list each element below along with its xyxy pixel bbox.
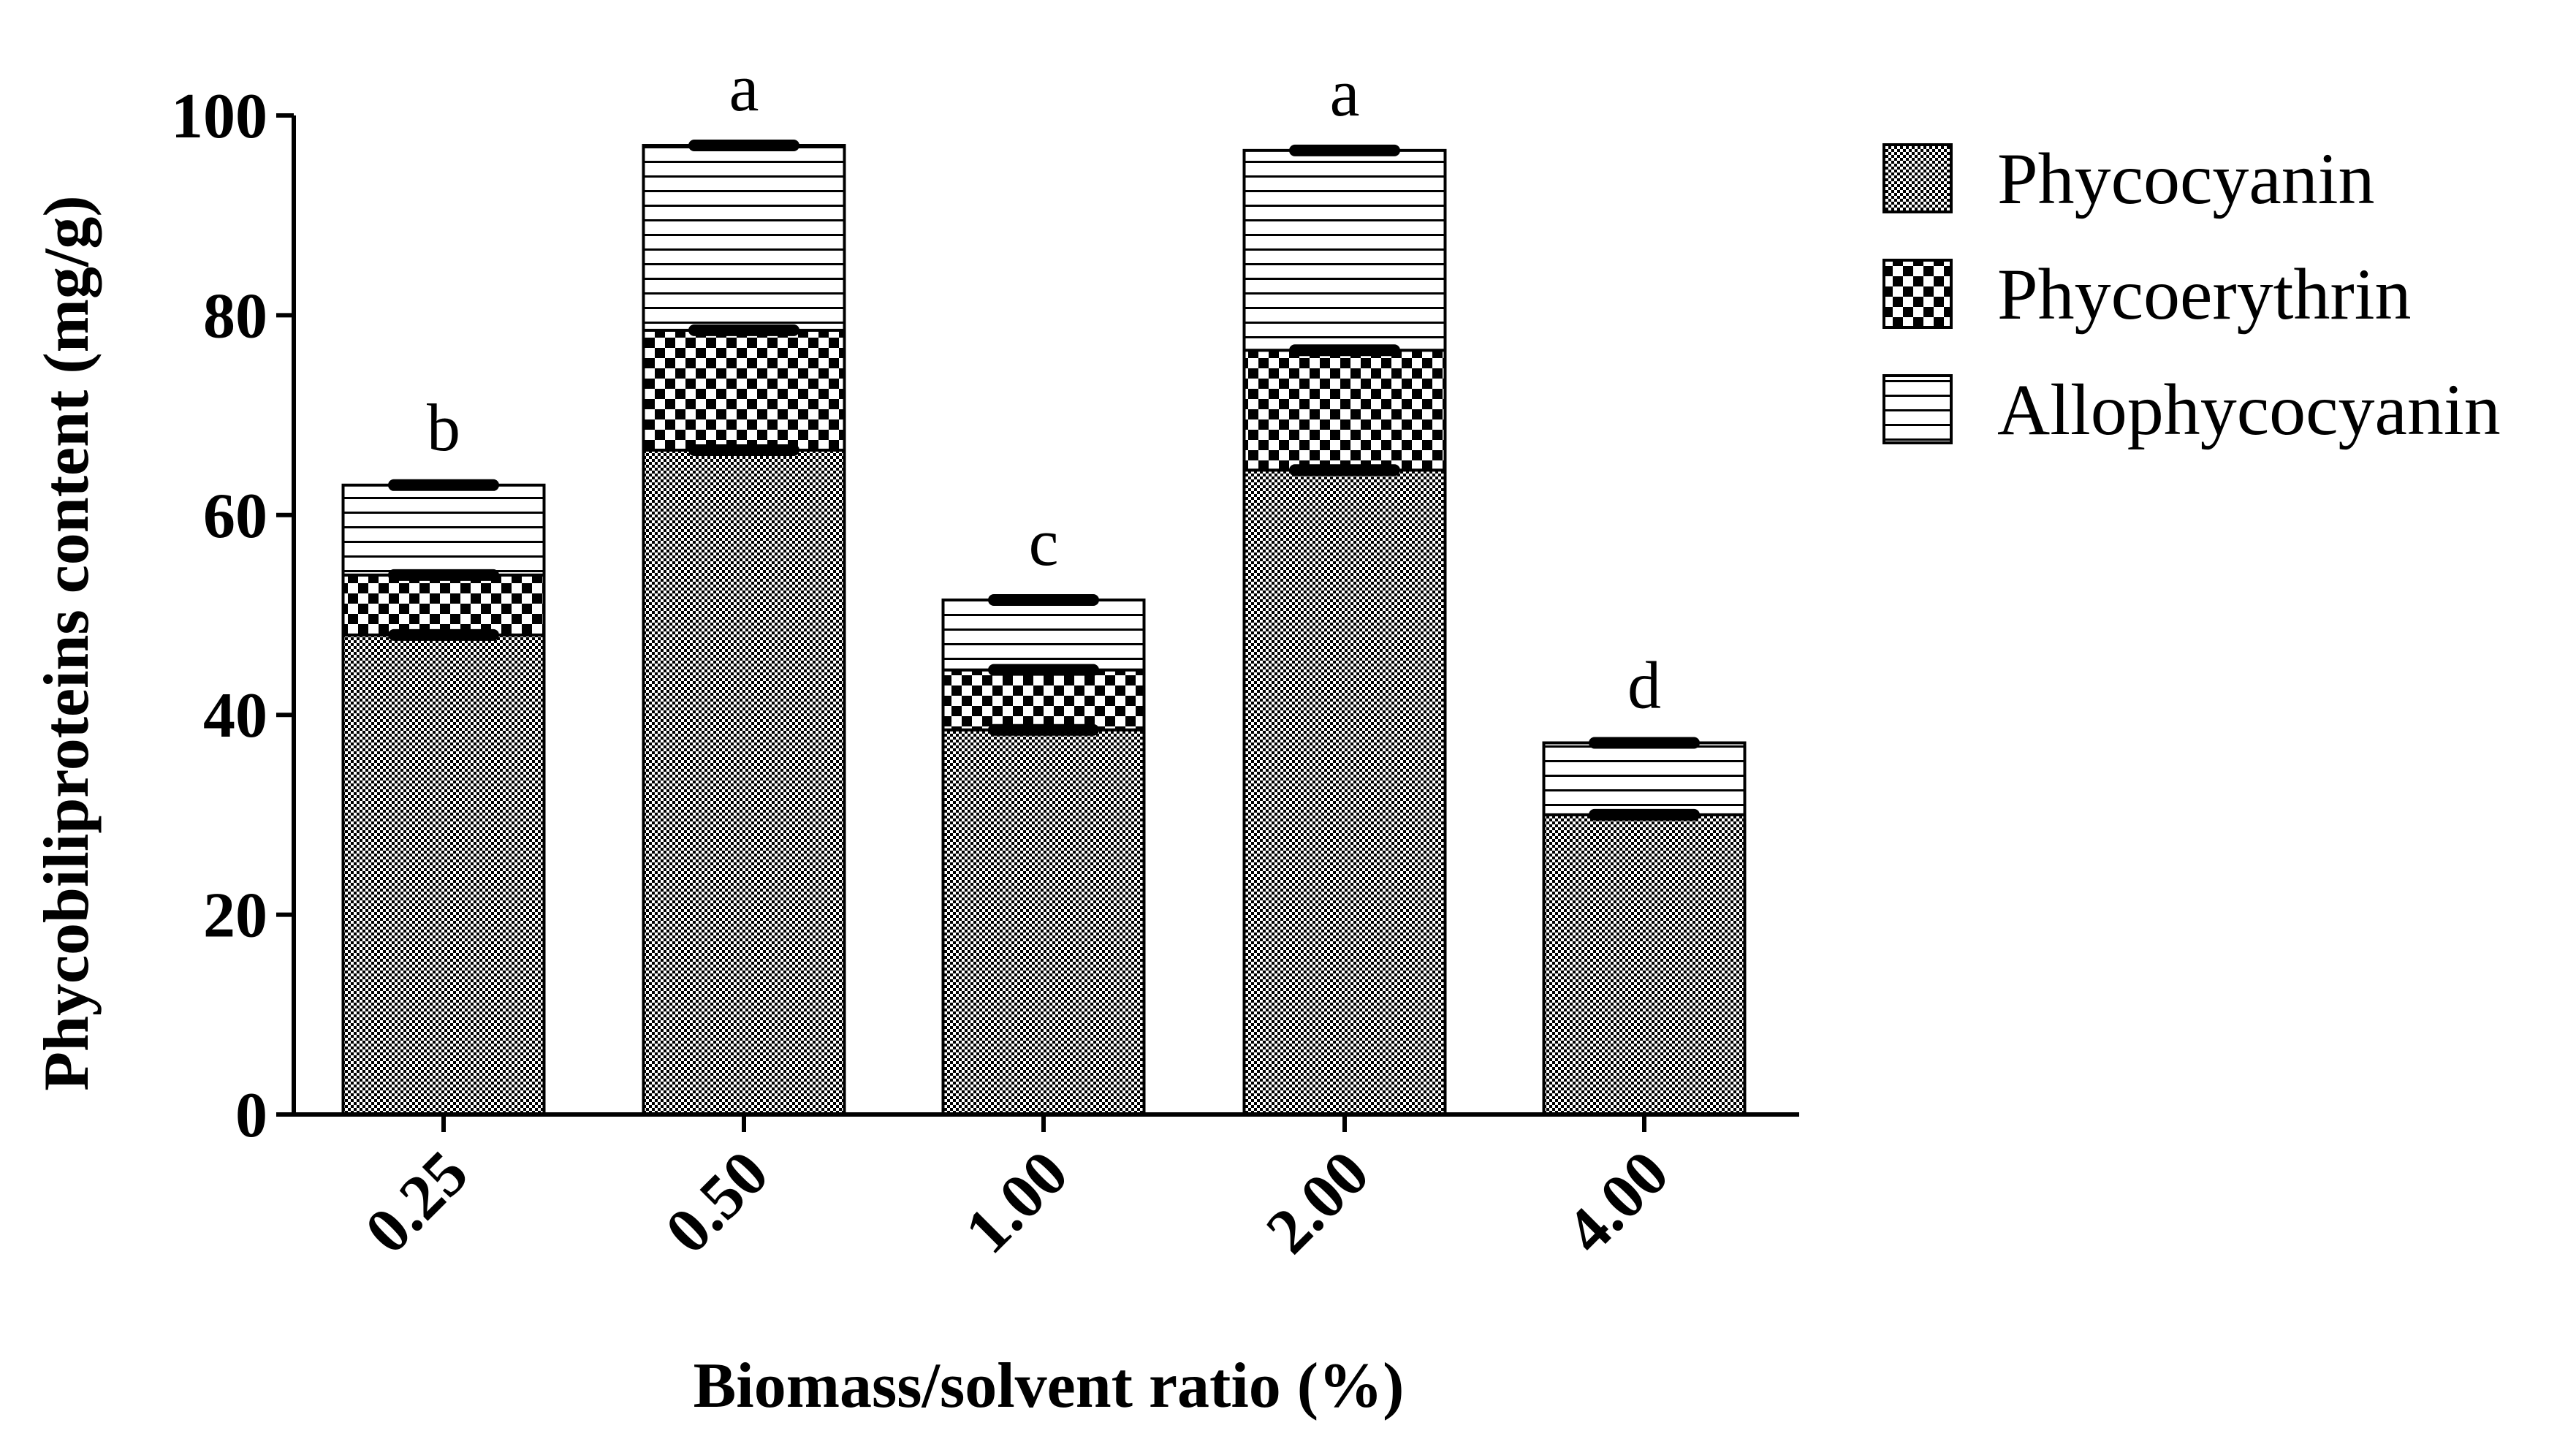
x-axis-title: Biomass/solvent ratio (%) [694,1351,1405,1421]
significance-letter-4.00: d [1627,647,1661,722]
bar-phycocyanin-2.00 [1242,468,1447,1116]
significance-letter-2.00: a [1330,56,1360,130]
x-tick-label-0.50: 0.50 [653,1138,782,1267]
bar-phycocyanin-0.25 [341,633,546,1116]
bar-allophycocyanin-1.00 [941,598,1146,672]
bar-phycoerythrin-1.00 [941,668,1146,732]
y-tick-label-60: 60 [203,481,267,552]
bar-phycoerythrin-0.25 [341,573,546,637]
significance-letter-1.00: c [1029,505,1059,580]
y-tick-label-40: 40 [203,680,267,751]
y-axis-title: Phycobiliproteins content (mg/g) [31,195,102,1090]
bar-phycocyanin-4.00 [1542,813,1747,1117]
y-tick-label-0: 0 [235,1080,267,1151]
significance-letter-0.25: b [427,390,460,465]
bar-allophycocyanin-0.50 [642,144,846,332]
y-tick-label-20: 20 [203,881,267,952]
plot-area: b a c a d [341,50,1747,1117]
bar-allophycocyanin-2.00 [1242,148,1447,352]
y-axis: 0 20 40 60 80 100 [171,81,296,1151]
bar-phycocyanin-0.50 [642,448,846,1116]
bar-phycoerythrin-2.00 [1242,349,1447,472]
bar-phycoerythrin-0.50 [642,328,846,452]
y-tick-label-80: 80 [203,281,267,352]
legend-swatch-allophycocyanin [1882,374,1953,444]
bar-allophycocyanin-4.00 [1542,741,1747,816]
y-tick-label-100: 100 [171,81,267,152]
legend: Phycocyanin Phycoerythrin Allophycocyanin [1882,138,2501,450]
legend-label-allophycocyanin: Allophycocyanin [1997,369,2501,450]
legend-label-phycocyanin: Phycocyanin [1997,138,2375,219]
legend-swatch-phycoerythrin [1882,259,1953,329]
x-axis: 0.25 0.50 1.00 2.00 4.00 [294,1112,1799,1267]
x-tick-label-0.25: 0.25 [352,1138,482,1267]
bar-phycocyanin-1.00 [941,728,1146,1116]
x-tick-label-2.00: 2.00 [1253,1138,1383,1267]
x-tick-label-4.00: 4.00 [1553,1138,1682,1267]
legend-swatch-phycocyanin [1882,143,1953,213]
legend-label-phycoerythrin: Phycoerythrin [1997,254,2412,335]
bar-allophycocyanin-0.25 [341,483,546,577]
significance-letter-0.50: a [729,50,759,125]
x-tick-label-1.00: 1.00 [952,1138,1082,1267]
